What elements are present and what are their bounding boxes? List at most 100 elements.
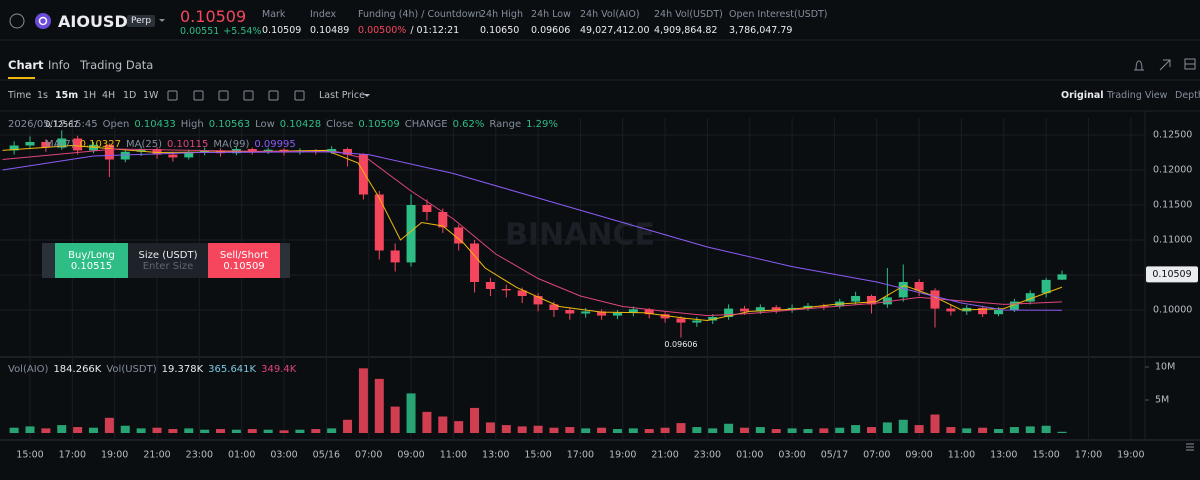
candle-body [1041,279,1051,294]
volume-bar [946,427,956,433]
ohlc-value: 0.10428 [279,119,322,130]
toolbar-icon[interactable] [167,90,178,101]
interval[interactable]: 15m [55,90,79,101]
interval[interactable]: 1H [83,90,97,101]
x-tick-label: 23:00 [186,450,213,461]
volume-bar [263,429,273,433]
x-tick-label: 19:00 [609,450,636,461]
candle-body [374,194,384,251]
view-option[interactable]: Original [1061,90,1104,101]
y-tick-label: 0.12000 [1153,165,1192,176]
order-close[interactable] [280,243,290,278]
order-handle [42,243,55,278]
volume-bar [200,429,210,433]
change-abs: 0.00551 [180,26,220,37]
x-tick-label: 23:00 [694,450,721,461]
candle-body [724,308,734,317]
candle-body [390,250,400,263]
symbol[interactable]: AIOUSDT [58,12,139,31]
volume-bar [1057,431,1067,433]
sell-button[interactable]: Sell/Short 0.10509 [208,243,280,278]
stat-label: 24h Low [531,9,571,20]
layout-icon[interactable] [1184,58,1196,70]
volume-bar [930,414,940,433]
volume-label: Vol(AIO) [8,364,49,375]
stat-label: Funding (4h) / Countdown [358,9,482,20]
favorite-icon[interactable] [9,13,25,29]
tab[interactable]: Chart [8,58,44,72]
toolbar-icon[interactable] [218,90,229,101]
candle-body [708,316,718,321]
x-tick-label: 05/16 [313,450,340,461]
interval[interactable]: 1W [143,90,159,101]
candle-body [184,152,194,158]
alert-icon[interactable] [1134,60,1144,71]
volume-bar [57,425,67,433]
candle-body [501,288,511,291]
ohlc-label: Open [102,119,130,130]
x-tick-label: 19:00 [101,450,128,461]
view-option[interactable]: Trading View [1107,90,1168,101]
ohlc-label: CHANGE [404,119,448,130]
ohlc-value: 1.29% [526,119,558,130]
ohlc-label: Range [489,119,522,130]
candle-body [581,311,591,314]
interval[interactable]: 4H [102,90,116,101]
toolbar-icon[interactable] [294,90,305,101]
buy-button[interactable]: Buy/Long 0.10515 [55,243,128,278]
ma-line [2,151,1063,311]
candle-body [660,314,670,319]
volume-bar [470,407,480,433]
volume-tick-label: 10M [1155,361,1175,372]
volume-legend: Vol(AIO) 184.266K Vol(USDT) 19.378K 365.641K… [8,364,296,375]
candle-body [1025,293,1035,302]
tab[interactable]: Trading Data [80,58,154,72]
toolbar-icon[interactable] [193,90,204,101]
volume-bar [676,423,686,433]
toolbar-icon[interactable] [268,90,279,101]
ma-value: 0.09995 [254,139,296,150]
volume-bar [89,427,99,433]
change-pct: +5.54% [223,26,262,37]
expand-icon[interactable] [1159,59,1171,71]
stat-label: Mark [262,9,286,20]
volume-bar [279,430,289,433]
countdown: / 01:12:21 [410,25,460,36]
x-tick-label: 15:00 [16,450,43,461]
view-option[interactable]: Depth [1175,90,1200,101]
ma-line [2,144,1063,322]
symbol-dropdown[interactable] [159,19,165,22]
volume-bar [73,427,83,433]
volume-bar [422,411,432,433]
size-input[interactable]: Size (USDT) Enter Size [128,243,208,278]
stat-value: 49,027,412.00 [580,25,650,36]
price-type[interactable]: Last Price [319,90,365,101]
volume-bar [374,378,384,433]
y-tick-label: 0.11500 [1153,200,1192,211]
volume-bar [803,429,813,433]
interval[interactable]: 1D [123,90,137,101]
interval[interactable]: 1s [37,90,48,101]
toolbar-icon[interactable] [243,90,254,101]
candle-body [930,290,940,309]
candle-body [978,307,988,315]
volume-bar [724,423,734,433]
candle-body [454,227,464,244]
volume-bar [755,427,765,433]
volume-value: 349.4K [261,364,297,375]
sell-label: Sell/Short [219,249,269,261]
volume-bar [184,428,194,433]
candle-body [485,281,495,289]
volume-bar [104,417,114,433]
ma-value: 0.10327 [79,139,121,150]
ma-line [2,148,1063,317]
volume-bar [311,429,321,433]
tab[interactable]: Info [48,58,70,72]
candle-body [311,150,321,152]
stat-label: Index [310,9,337,20]
stat-value: 3,786,047.79 [729,25,792,36]
menu-icon[interactable] [1186,443,1194,451]
x-tick-label: 15:00 [1032,450,1059,461]
ohlc-datetime: 2026/05/17 15:45 [8,119,98,130]
stat-value: 0.09606 [531,25,570,36]
